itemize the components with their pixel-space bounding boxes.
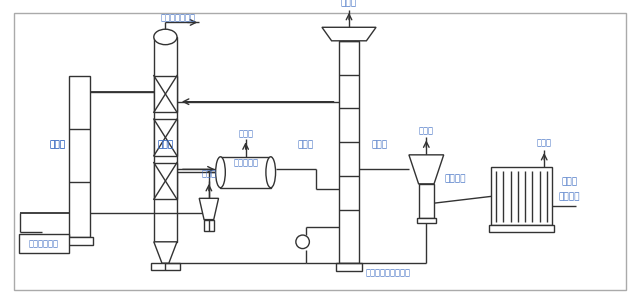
- Bar: [154, 37, 177, 242]
- Text: 放散气: 放散气: [238, 129, 253, 138]
- Text: 煤气来自冷鼓: 煤气来自冷鼓: [29, 239, 58, 248]
- Bar: [337, 263, 362, 271]
- Text: 放散气: 放散气: [201, 170, 217, 179]
- Text: 预冷塔: 预冷塔: [49, 141, 65, 150]
- Bar: [204, 220, 213, 231]
- Bar: [491, 167, 552, 225]
- Text: 逸散气: 逸散气: [537, 139, 552, 148]
- Bar: [154, 76, 177, 112]
- Ellipse shape: [154, 29, 177, 45]
- Bar: [69, 76, 90, 237]
- Bar: [151, 263, 180, 270]
- Polygon shape: [409, 155, 444, 184]
- Circle shape: [296, 235, 310, 249]
- Text: 脱硫塔: 脱硫塔: [157, 141, 174, 150]
- Text: 溶液循环槽: 溶液循环槽: [233, 158, 258, 167]
- Text: 再生塔: 再生塔: [372, 141, 388, 150]
- Bar: [221, 157, 271, 188]
- Text: 煤气至硫铵工序: 煤气至硫铵工序: [160, 13, 196, 22]
- Text: 脱硫塔: 脱硫塔: [157, 141, 174, 150]
- Text: 压缩空气来自空压站: 压缩空气来自空压站: [365, 268, 410, 277]
- Text: 硫磺外售: 硫磺外售: [558, 192, 580, 201]
- Bar: [19, 234, 69, 253]
- Text: 预冷塔: 预冷塔: [49, 141, 65, 150]
- Polygon shape: [322, 27, 376, 41]
- Bar: [417, 218, 436, 223]
- Text: 硫泡沫槽: 硫泡沫槽: [445, 175, 466, 183]
- Bar: [419, 184, 434, 218]
- Text: 放散气: 放散气: [419, 126, 434, 135]
- Bar: [66, 237, 93, 245]
- Ellipse shape: [215, 157, 226, 188]
- Polygon shape: [199, 198, 219, 220]
- Bar: [154, 119, 177, 156]
- Bar: [154, 163, 177, 199]
- Bar: [339, 41, 359, 263]
- Polygon shape: [154, 242, 177, 263]
- Text: 放散气: 放散气: [341, 0, 357, 8]
- Text: 熔硫釜: 熔硫釜: [562, 177, 578, 186]
- Text: 地下槽: 地下槽: [297, 141, 313, 150]
- Bar: [489, 225, 554, 232]
- Ellipse shape: [266, 157, 276, 188]
